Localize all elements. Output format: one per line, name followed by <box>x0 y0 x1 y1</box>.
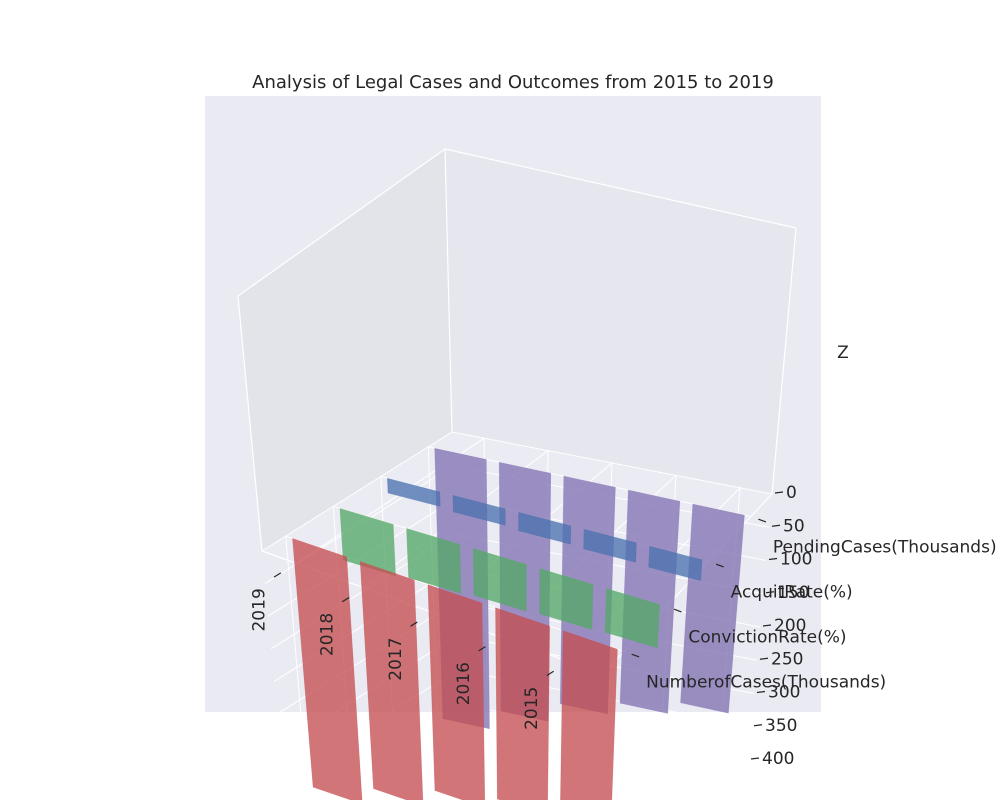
x-tick-label-2019: 2019 <box>249 588 269 631</box>
bar-PendingCases(Thousands)-2015 <box>680 503 745 714</box>
bar-AcquitRate(%)-2017 <box>518 511 572 545</box>
z-tick-label-250: 250 <box>771 649 803 669</box>
bar-ConvictionRate(%)-2018 <box>406 527 462 594</box>
bar-AcquitRate(%)-2018 <box>452 494 506 526</box>
bars <box>292 447 745 800</box>
z-tick-label-150: 150 <box>777 583 809 603</box>
x-tick-label-2016: 2016 <box>454 662 474 705</box>
chart-title: Analysis of Legal Cases and Outcomes fro… <box>252 72 774 93</box>
z-tick-label-100: 100 <box>780 550 812 570</box>
y-tick-label-1: ConvictionRate(%) <box>688 628 846 648</box>
bar-AcquitRate(%)-2019 <box>386 477 441 507</box>
bar-NumberofCases(Thousands)-2018 <box>359 561 424 800</box>
bar-ConvictionRate(%)-2015 <box>604 588 661 649</box>
tick-labels: 2019 2018 2017 2016 2015 NumberofCases(Thousa… <box>249 483 996 769</box>
bar-NumberofCases(Thousands)-2019 <box>292 537 363 800</box>
bar-NumberofCases(Thousands)-2017 <box>427 584 486 800</box>
z-tick-label-350: 350 <box>765 716 797 736</box>
y-tick-label-2: AcquitRate(%) <box>731 583 853 603</box>
z-tick-label-300: 300 <box>768 683 800 703</box>
x-tick-label-2018: 2018 <box>318 613 338 656</box>
bar-AcquitRate(%)-2016 <box>583 528 637 563</box>
z-tick-label-200: 200 <box>774 616 806 636</box>
left-pane <box>238 149 452 551</box>
z-axis-label: Z <box>837 343 849 363</box>
bar-ConvictionRate(%)-2016 <box>539 568 594 630</box>
bar-ConvictionRate(%)-2017 <box>472 547 527 612</box>
bar-AcquitRate(%)-2015 <box>648 545 703 581</box>
z-tick-label-50: 50 <box>783 516 805 536</box>
y-tick-label-3: PendingCases(Thousands) <box>773 538 997 558</box>
tick-marks <box>273 491 784 760</box>
bar-NumberofCases(Thousands)-2016 <box>495 607 551 800</box>
bar-NumberofCases(Thousands)-2015 <box>560 630 618 800</box>
z-tick-label-0: 0 <box>786 483 797 503</box>
x-tick-label-2017: 2017 <box>386 637 406 680</box>
z-tick-label-400: 400 <box>762 749 794 769</box>
back-pane <box>445 149 796 494</box>
y-tick-label-0: NumberofCases(Thousands) <box>646 673 886 693</box>
x-tick-label-2015: 2015 <box>522 687 542 730</box>
